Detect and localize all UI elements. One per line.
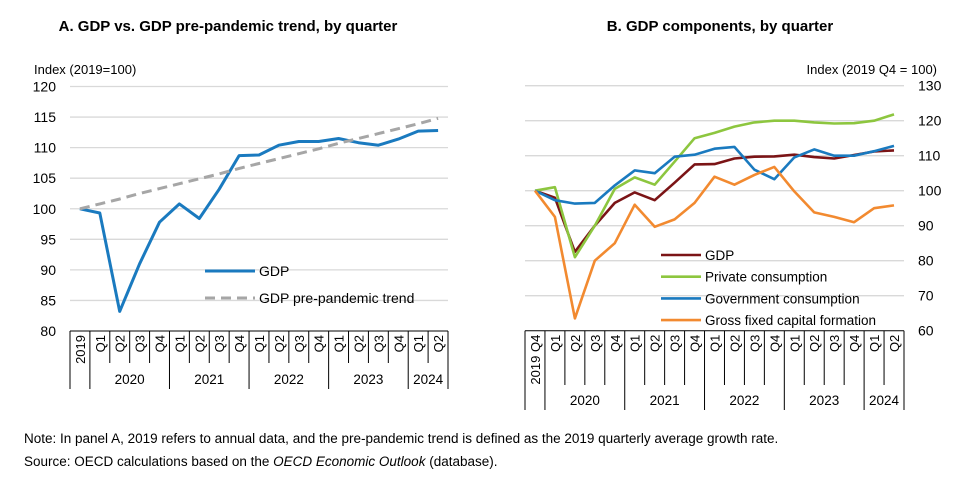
x-year-label: 2021 bbox=[650, 393, 680, 408]
series-line-government-consumption bbox=[534, 144, 895, 205]
x-tick-label: Q3 bbox=[827, 335, 842, 352]
y-tick-label: 100 bbox=[33, 201, 57, 217]
legend-label: Private consumption bbox=[705, 270, 827, 285]
x-tick-label: Q3 bbox=[212, 335, 227, 352]
x-year-label: 2023 bbox=[809, 393, 839, 408]
y-tick-label: 115 bbox=[34, 109, 57, 125]
source-prefix: Source: OECD calculations based on the bbox=[24, 454, 274, 469]
x-tick-label: Q1 bbox=[548, 335, 563, 352]
x-tick-label: Q4 bbox=[153, 335, 168, 352]
x-tick-label: Q4 bbox=[232, 335, 247, 352]
y-tick-label: 105 bbox=[33, 170, 57, 186]
x-tick-label: Q2 bbox=[113, 335, 128, 352]
y-tick-label: 80 bbox=[918, 253, 934, 269]
x-year-label: 2023 bbox=[353, 372, 383, 387]
x-tick-label: Q4 bbox=[767, 335, 782, 352]
x-tick-label: Q1 bbox=[628, 335, 643, 352]
legend-label: GDP bbox=[705, 248, 734, 263]
x-tick-label: Q4 bbox=[847, 335, 862, 352]
y-tick-label: 95 bbox=[40, 231, 56, 247]
x-tick-label: Q2 bbox=[431, 335, 446, 352]
x-tick-label: 2019 bbox=[73, 335, 88, 364]
y-tick-label: 110 bbox=[918, 148, 941, 164]
y-tick-label: 80 bbox=[40, 323, 56, 339]
legend-label: Government consumption bbox=[705, 291, 860, 306]
x-tick-label: Q1 bbox=[172, 335, 187, 352]
x-year-label: 2020 bbox=[115, 372, 145, 387]
x-tick-label: Q3 bbox=[292, 335, 307, 352]
x-year-label: 2022 bbox=[274, 372, 304, 387]
x-tick-label: Q4 bbox=[312, 335, 327, 352]
x-tick-label: Q1 bbox=[708, 335, 723, 352]
x-tick-label: Q1 bbox=[252, 335, 267, 352]
y-tick-label: 100 bbox=[918, 183, 942, 199]
x-tick-label: Q2 bbox=[192, 335, 207, 352]
y-axis-label: Index (2019 Q4 = 100) bbox=[807, 62, 937, 77]
x-tick-label: Q2 bbox=[727, 335, 742, 352]
x-tick-label: Q4 bbox=[391, 335, 406, 352]
x-year-label: 2024 bbox=[869, 393, 900, 408]
y-axis-label: Index (2019=100) bbox=[34, 62, 136, 77]
x-tick-label: Q1 bbox=[867, 335, 882, 352]
x-tick-label: Q3 bbox=[371, 335, 386, 352]
series-line-gdp-pre-pandemic-trend bbox=[79, 116, 439, 211]
x-tick-label: Q1 bbox=[93, 335, 108, 352]
x-tick-label: Q4 bbox=[688, 335, 703, 352]
series-line-gdp bbox=[79, 129, 439, 313]
x-tick-label: Q3 bbox=[133, 335, 148, 352]
x-year-label: 2021 bbox=[194, 372, 224, 387]
chart-title: A. GDP vs. GDP pre-pandemic trend, by qu… bbox=[59, 18, 398, 35]
legend-label: GDP bbox=[259, 263, 289, 279]
x-tick-label: Q2 bbox=[648, 335, 663, 352]
source-text: Source: OECD calculations based on the O… bbox=[24, 454, 498, 469]
y-tick-label: 90 bbox=[40, 262, 56, 278]
y-tick-label: 120 bbox=[918, 113, 942, 129]
y-tick-label: 110 bbox=[34, 140, 57, 156]
x-year-label: 2022 bbox=[729, 393, 759, 408]
y-tick-label: 120 bbox=[33, 79, 57, 95]
x-tick-label: Q3 bbox=[588, 335, 603, 352]
x-tick-label: Q1 bbox=[332, 335, 347, 352]
y-tick-label: 130 bbox=[918, 78, 942, 94]
x-year-label: 2024 bbox=[413, 372, 444, 387]
y-tick-label: 85 bbox=[40, 292, 56, 308]
x-tick-label: Q2 bbox=[351, 335, 366, 352]
x-tick-label: Q4 bbox=[608, 335, 623, 352]
x-tick-label: Q3 bbox=[668, 335, 683, 352]
legend-label: GDP pre-pandemic trend bbox=[259, 290, 414, 306]
series-line-private-consumption bbox=[534, 113, 895, 259]
series-line-gross-fixed-capital-formation bbox=[533, 165, 895, 320]
legend-label: Gross fixed capital formation bbox=[705, 313, 876, 328]
y-tick-label: 90 bbox=[918, 218, 934, 234]
x-year-label: 2020 bbox=[570, 393, 600, 408]
x-tick-label: 2019 Q4 bbox=[528, 335, 543, 385]
x-tick-label: Q2 bbox=[807, 335, 822, 352]
x-tick-label: Q2 bbox=[887, 335, 902, 352]
source-suffix: (database). bbox=[425, 454, 498, 469]
x-tick-label: Q2 bbox=[272, 335, 287, 352]
source-italic: OECD Economic Outlook bbox=[273, 454, 426, 469]
x-tick-label: Q1 bbox=[411, 335, 426, 352]
y-tick-label: 60 bbox=[918, 323, 934, 339]
note-text: Note: In panel A, 2019 refers to annual … bbox=[24, 431, 779, 446]
y-tick-label: 70 bbox=[918, 288, 934, 304]
chart-title: B. GDP components, by quarter bbox=[607, 18, 834, 35]
x-tick-label: Q3 bbox=[747, 335, 762, 352]
x-tick-label: Q2 bbox=[568, 335, 583, 352]
x-tick-label: Q1 bbox=[787, 335, 802, 352]
